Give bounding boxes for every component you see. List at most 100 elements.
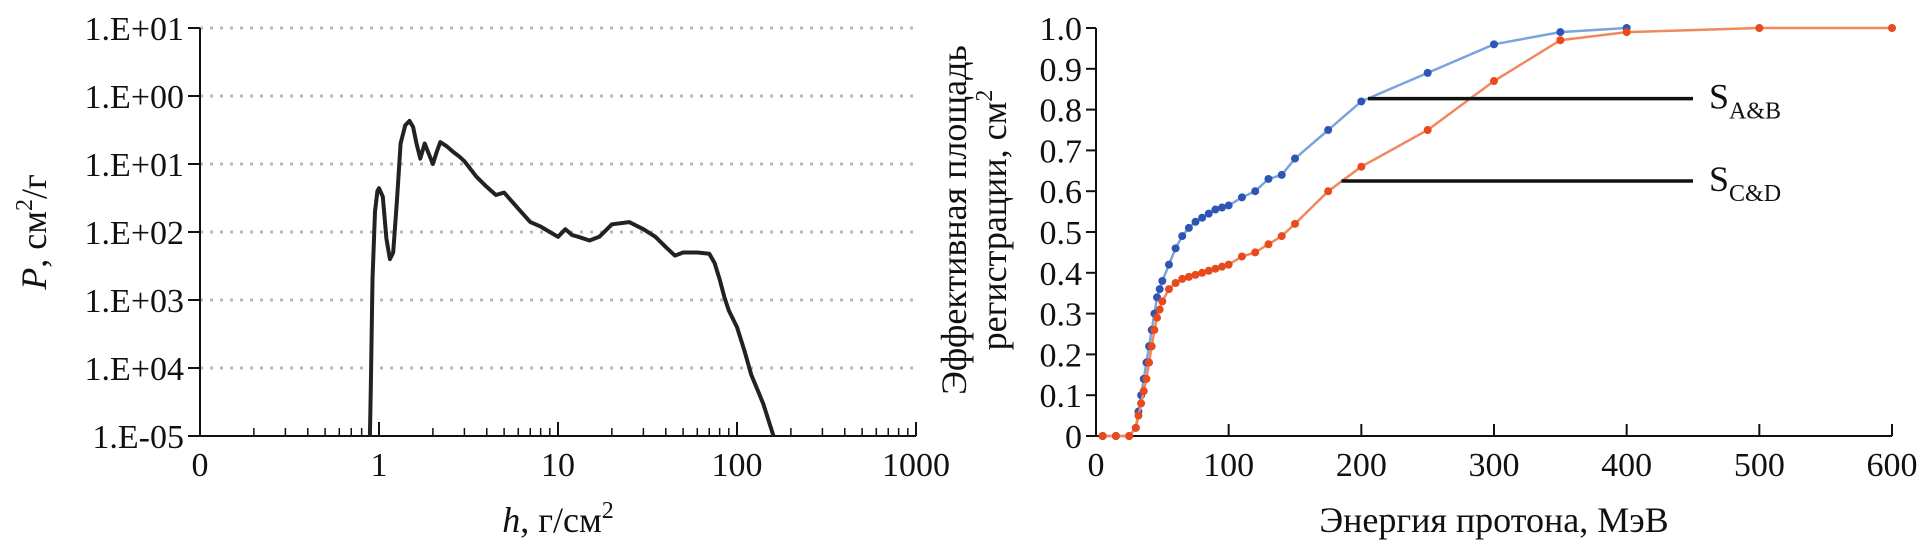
right-series-point-1 xyxy=(1164,285,1173,294)
right-series-point-1 xyxy=(1137,399,1146,408)
left-series-line xyxy=(367,118,776,437)
right-y-ticks: 0 0.1 0.20.3 0.4 0.5 0.6 0.70.8 0.9 1.0 xyxy=(1040,11,1096,456)
right-x-tick-label: 600 xyxy=(1867,447,1918,484)
right-y-tick-label: 0.8 xyxy=(1040,93,1083,130)
right-series-point-1 xyxy=(1556,36,1565,45)
right-y-tick-label: 0.4 xyxy=(1040,256,1083,293)
right-series-point-1 xyxy=(1139,387,1148,396)
right-series-point-1 xyxy=(1324,187,1333,196)
right-series-point-1 xyxy=(1291,219,1299,228)
right-series-point-0 xyxy=(1264,174,1273,183)
left-y-tick-label: 1.E+03 xyxy=(85,283,184,320)
right-series-point-1 xyxy=(1204,266,1213,275)
left-x-tick-label: 10 xyxy=(541,447,575,484)
right-annotation-label-1: SC&D xyxy=(1709,159,1781,207)
right-series-point-1 xyxy=(1178,274,1187,283)
left-x-tick-label: 1000 xyxy=(882,447,950,484)
right-series-point-0 xyxy=(1158,276,1167,285)
right-series-point-0 xyxy=(1171,244,1180,253)
right-series-point-1 xyxy=(1142,374,1151,383)
right-series-point-1 xyxy=(1184,272,1193,281)
right-annotations: SA&B SC&D xyxy=(1341,77,1781,207)
right-series-point-1 xyxy=(1171,279,1180,287)
right-y-tick-label: 0 xyxy=(1065,419,1082,456)
right-series-point-1 xyxy=(1131,423,1140,432)
left-x-tick-label: 0 xyxy=(192,447,209,484)
right-y-tick-label: 0.5 xyxy=(1040,215,1083,252)
right-y-tick-label: 0.9 xyxy=(1040,52,1083,89)
right-y-tick-label: 0.3 xyxy=(1040,297,1083,334)
right-series-point-1 xyxy=(1150,325,1159,334)
right-y-tick-label: 1.0 xyxy=(1040,11,1083,48)
right-series-point-0 xyxy=(1204,209,1213,218)
right-chart: 00.10.20.30.40.50.60.70.80.91.0 0 100 200 3… xyxy=(934,11,1918,540)
right-x-tick-label: 500 xyxy=(1734,447,1785,484)
right-series-point-0 xyxy=(1357,97,1366,106)
right-series-point-0 xyxy=(1237,193,1246,202)
right-y-tick-label: 0.1 xyxy=(1040,378,1083,415)
left-y-axis-label: P, см2/г xyxy=(12,174,54,291)
right-series-point-1 xyxy=(1251,248,1260,257)
right-series-point-1 xyxy=(1357,162,1366,171)
right-series-point-0 xyxy=(1191,217,1200,226)
right-series-point-0 xyxy=(1423,68,1432,77)
right-series-point-1 xyxy=(1490,77,1498,86)
left-y-tick-label: 1.E+04 xyxy=(85,351,184,388)
right-series-point-1 xyxy=(1755,24,1764,32)
right-series-point-1 xyxy=(1134,411,1143,420)
left-y-tick-label: 1.E+01 xyxy=(85,147,184,184)
right-series-point-1 xyxy=(1098,432,1107,440)
right-x-tick-label: 0 xyxy=(1088,447,1105,484)
left-minor-ticks xyxy=(253,428,909,436)
right-x-tick-label: 200 xyxy=(1336,447,1387,484)
left-x-tick-label: 1 xyxy=(371,447,388,484)
right-series-point-1 xyxy=(1622,28,1631,37)
left-chart: 1.E+01 1.E+00 1.E+01 1.E+02 1.E+03 1.E+04 1.E-… xyxy=(12,11,950,540)
right-series-point-1 xyxy=(1191,270,1200,279)
left-y-tick-label: 1.E+01 xyxy=(85,11,184,48)
right-series-point-1 xyxy=(1237,252,1246,261)
right-series-point-0 xyxy=(1251,187,1260,196)
right-series-point-1 xyxy=(1111,432,1120,440)
right-series-point-1 xyxy=(1211,264,1220,273)
right-x-tick-label: 300 xyxy=(1469,447,1520,484)
right-series-point-1 xyxy=(1224,260,1233,269)
right-x-ticks: 0 100 200 300 400 500 600 xyxy=(1088,424,1918,484)
right-y-axis-label-line1: Эффективная площадь xyxy=(934,45,974,395)
right-series-point-1 xyxy=(1147,342,1156,351)
right-series-point-1 xyxy=(1277,232,1286,241)
right-y-tick-label: 0.2 xyxy=(1040,337,1083,374)
right-series-point-0 xyxy=(1224,201,1233,210)
left-x-ticks: 0 1 10 100 1000 xyxy=(192,422,950,484)
right-series-point-1 xyxy=(1423,126,1432,134)
left-y-tick-label: 1.E+02 xyxy=(85,215,184,252)
right-series-point-0 xyxy=(1178,232,1187,241)
right-series-point-0 xyxy=(1155,285,1164,294)
right-series-point-1 xyxy=(1198,268,1207,277)
right-x-axis-label: Энергия протона, МэВ xyxy=(1319,500,1668,540)
right-series-point-1 xyxy=(1264,240,1273,249)
right-series-point-1 xyxy=(1158,297,1167,306)
right-series-line-0 xyxy=(1102,26,1627,438)
right-series-point-0 xyxy=(1211,205,1220,214)
right-series-point-0 xyxy=(1324,126,1333,134)
left-grid xyxy=(200,26,916,370)
right-series-point-1 xyxy=(1888,24,1896,32)
left-x-axis-label: h, г/см2 xyxy=(502,498,614,540)
left-x-tick-label: 100 xyxy=(712,447,763,484)
right-series-point-1 xyxy=(1155,305,1164,314)
right-series-line-1 xyxy=(1102,26,1892,438)
right-y-axis-label-line2: регистрации, см2 xyxy=(972,90,1014,351)
right-series-point-0 xyxy=(1291,154,1299,163)
right-y-tick-label: 0.7 xyxy=(1040,133,1083,170)
left-y-tick-label: 1.E-05 xyxy=(92,419,184,456)
right-series-point-1 xyxy=(1125,432,1134,440)
right-series-point-0 xyxy=(1490,40,1498,49)
right-y-tick-label: 0.6 xyxy=(1040,174,1083,211)
right-annotation-label-0: SA&B xyxy=(1709,77,1781,125)
right-series-point-0 xyxy=(1277,170,1286,179)
right-series-point-0 xyxy=(1198,213,1207,222)
right-series-point-1 xyxy=(1145,358,1154,367)
right-x-tick-label: 100 xyxy=(1203,447,1254,484)
right-series-point-0 xyxy=(1164,260,1173,269)
